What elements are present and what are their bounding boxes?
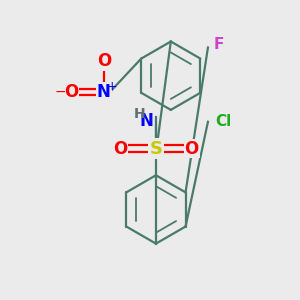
Text: F: F [214,37,224,52]
Text: +: + [107,80,118,93]
Text: O: O [97,52,111,70]
Text: S: S [149,140,162,158]
Text: H: H [134,107,146,121]
Text: O: O [64,83,78,101]
Text: N: N [140,112,154,130]
Text: −: − [55,85,67,99]
Text: Cl: Cl [215,114,232,129]
Text: N: N [97,83,111,101]
Text: O: O [113,140,127,158]
Text: O: O [184,140,199,158]
